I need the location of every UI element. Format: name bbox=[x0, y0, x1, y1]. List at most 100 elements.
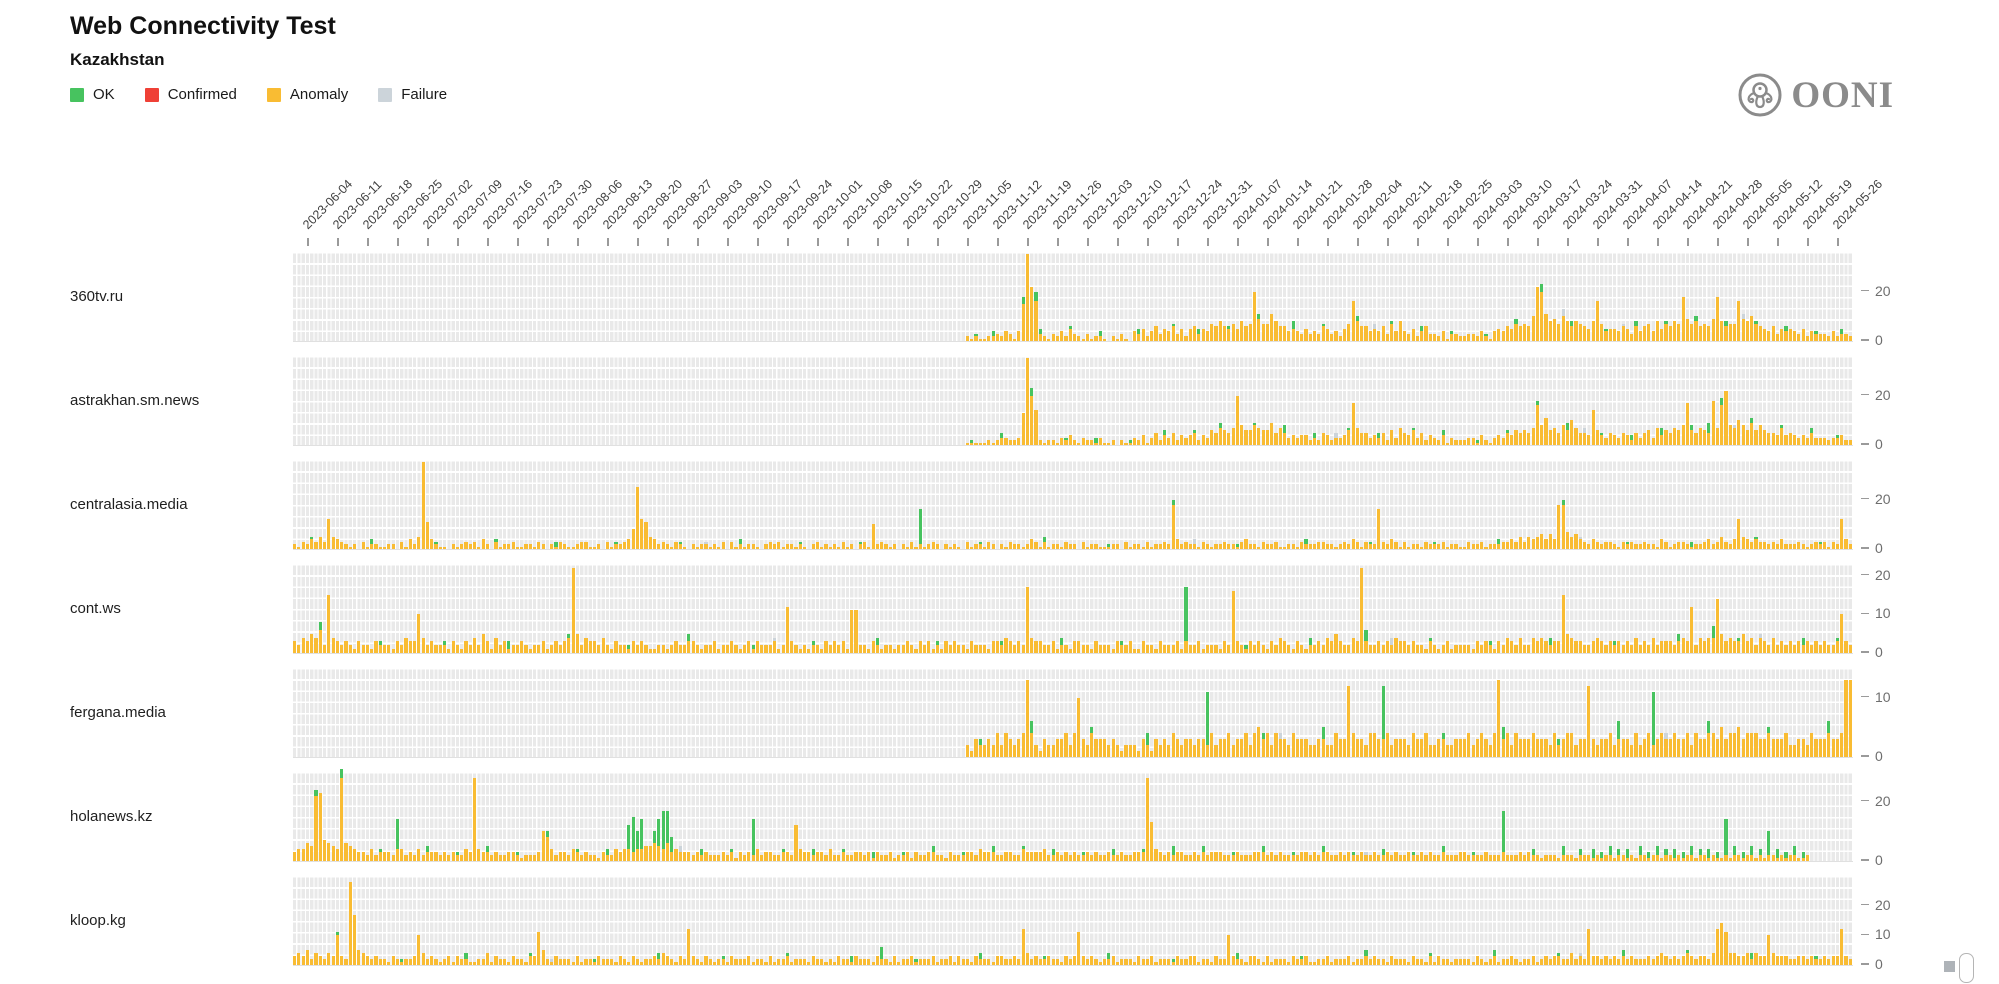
measurement-bar[interactable] bbox=[1000, 336, 1004, 341]
measurement-bar[interactable] bbox=[1741, 858, 1745, 861]
measurement-bar[interactable] bbox=[1505, 637, 1510, 653]
measurement-bar[interactable] bbox=[1660, 641, 1664, 653]
measurement-bar[interactable] bbox=[464, 953, 468, 960]
measurement-bar[interactable] bbox=[361, 953, 365, 965]
measurement-bar[interactable] bbox=[563, 959, 567, 965]
measurement-bar[interactable] bbox=[1574, 858, 1578, 861]
measurement-bar[interactable] bbox=[365, 855, 370, 861]
measurement-bar[interactable] bbox=[863, 541, 867, 549]
measurement-bar[interactable] bbox=[640, 962, 644, 965]
measurement-bar[interactable] bbox=[1227, 733, 1231, 757]
measurement-bar[interactable] bbox=[1017, 739, 1021, 757]
measurement-bar[interactable] bbox=[734, 858, 738, 861]
measurement-bar[interactable] bbox=[1724, 321, 1728, 327]
measurement-bar[interactable] bbox=[704, 852, 708, 861]
measurement-bar[interactable] bbox=[1351, 402, 1355, 445]
measurement-bar[interactable] bbox=[383, 546, 387, 549]
measurement-bar[interactable] bbox=[734, 645, 738, 653]
measurement-bar[interactable] bbox=[893, 956, 897, 965]
measurement-bar[interactable] bbox=[533, 546, 537, 549]
measurement-bar[interactable] bbox=[593, 962, 597, 965]
measurement-bar[interactable] bbox=[1021, 303, 1025, 341]
measurement-bar[interactable] bbox=[1625, 328, 1630, 341]
measurement-bar[interactable] bbox=[1655, 956, 1660, 965]
measurement-bar[interactable] bbox=[395, 641, 400, 653]
measurement-bar[interactable] bbox=[1304, 328, 1308, 341]
measurement-bar[interactable] bbox=[327, 953, 331, 965]
measurement-bar[interactable] bbox=[327, 843, 331, 861]
measurement-bar[interactable] bbox=[1111, 544, 1115, 549]
measurement-bar[interactable] bbox=[1548, 534, 1552, 549]
measurement-bar[interactable] bbox=[1343, 855, 1347, 861]
measurement-bar[interactable] bbox=[1583, 855, 1587, 861]
measurement-bar[interactable] bbox=[1548, 637, 1552, 646]
measurement-bar[interactable] bbox=[451, 852, 455, 861]
measurement-bar[interactable] bbox=[383, 645, 387, 653]
measurement-bar[interactable] bbox=[627, 539, 631, 549]
measurement-bar[interactable] bbox=[1565, 855, 1570, 861]
measurement-bar[interactable] bbox=[323, 959, 327, 965]
measurement-bar[interactable] bbox=[1557, 953, 1561, 957]
measurement-bar[interactable] bbox=[1145, 645, 1150, 653]
measurement-bar[interactable] bbox=[1034, 541, 1038, 549]
measurement-bar[interactable] bbox=[490, 649, 494, 653]
measurement-bar[interactable] bbox=[507, 852, 511, 861]
measurement-bar[interactable] bbox=[1570, 953, 1574, 965]
measurement-bar[interactable] bbox=[1458, 852, 1462, 861]
measurement-bar[interactable] bbox=[991, 852, 995, 861]
measurement-bar[interactable] bbox=[1780, 425, 1784, 428]
measurement-bar[interactable] bbox=[1634, 959, 1638, 965]
measurement-bar[interactable] bbox=[820, 852, 824, 861]
measurement-bar[interactable] bbox=[820, 959, 824, 965]
measurement-bar[interactable] bbox=[1235, 959, 1240, 965]
measurement-bar[interactable] bbox=[1673, 858, 1677, 861]
measurement-bar[interactable] bbox=[1283, 432, 1287, 445]
measurement-bar[interactable] bbox=[631, 816, 635, 853]
measurement-bar[interactable] bbox=[1043, 442, 1047, 445]
measurement-bar[interactable] bbox=[1167, 437, 1171, 445]
measurement-bar[interactable] bbox=[1201, 435, 1205, 445]
measurement-bar[interactable] bbox=[520, 858, 524, 861]
measurement-bar[interactable] bbox=[1398, 641, 1402, 653]
measurement-bar[interactable] bbox=[1540, 858, 1544, 861]
measurement-bar[interactable] bbox=[1664, 849, 1668, 856]
measurement-bar[interactable] bbox=[1518, 326, 1522, 341]
measurement-bar[interactable] bbox=[1308, 333, 1312, 341]
measurement-bar[interactable] bbox=[1698, 326, 1702, 341]
measurement-bar[interactable] bbox=[1454, 739, 1458, 757]
measurement-bar[interactable] bbox=[1445, 855, 1450, 861]
measurement-bar[interactable] bbox=[580, 962, 584, 965]
measurement-bar[interactable] bbox=[1728, 425, 1732, 445]
measurement-bar[interactable] bbox=[1411, 430, 1415, 445]
measurement-bar[interactable] bbox=[1244, 326, 1248, 341]
measurement-bar[interactable] bbox=[1827, 733, 1831, 757]
measurement-bar[interactable] bbox=[370, 539, 374, 545]
measurement-bar[interactable] bbox=[820, 649, 824, 653]
measurement-bar[interactable] bbox=[1784, 331, 1788, 341]
measurement-bar[interactable] bbox=[1711, 625, 1715, 638]
measurement-bar[interactable] bbox=[610, 649, 614, 653]
measurement-bar[interactable] bbox=[1475, 442, 1480, 445]
measurement-bar[interactable] bbox=[1128, 959, 1132, 965]
measurement-bar[interactable] bbox=[1308, 440, 1312, 445]
measurement-bar[interactable] bbox=[481, 852, 485, 861]
measurement-bar[interactable] bbox=[1313, 962, 1317, 965]
measurement-bar[interactable] bbox=[1025, 953, 1030, 965]
measurement-bar[interactable] bbox=[665, 956, 670, 965]
measurement-bar[interactable] bbox=[1810, 544, 1814, 549]
measurement-bar[interactable] bbox=[1103, 855, 1107, 861]
measurement-bar[interactable] bbox=[623, 959, 627, 965]
measurement-bar[interactable] bbox=[1120, 645, 1124, 653]
measurement-bar[interactable] bbox=[1103, 959, 1107, 965]
measurement-bar[interactable] bbox=[644, 846, 648, 861]
measurement-bar[interactable] bbox=[1831, 739, 1835, 757]
measurement-bar[interactable] bbox=[807, 962, 811, 965]
measurement-bar[interactable] bbox=[987, 852, 991, 861]
measurement-bar[interactable] bbox=[1394, 637, 1398, 653]
measurement-bar[interactable] bbox=[1304, 435, 1308, 445]
measurement-bar[interactable] bbox=[301, 956, 305, 965]
measurement-bar[interactable] bbox=[923, 645, 927, 653]
measurement-bar[interactable] bbox=[1557, 739, 1561, 746]
measurement-bar[interactable] bbox=[404, 637, 408, 653]
measurement-bar[interactable] bbox=[297, 849, 301, 861]
